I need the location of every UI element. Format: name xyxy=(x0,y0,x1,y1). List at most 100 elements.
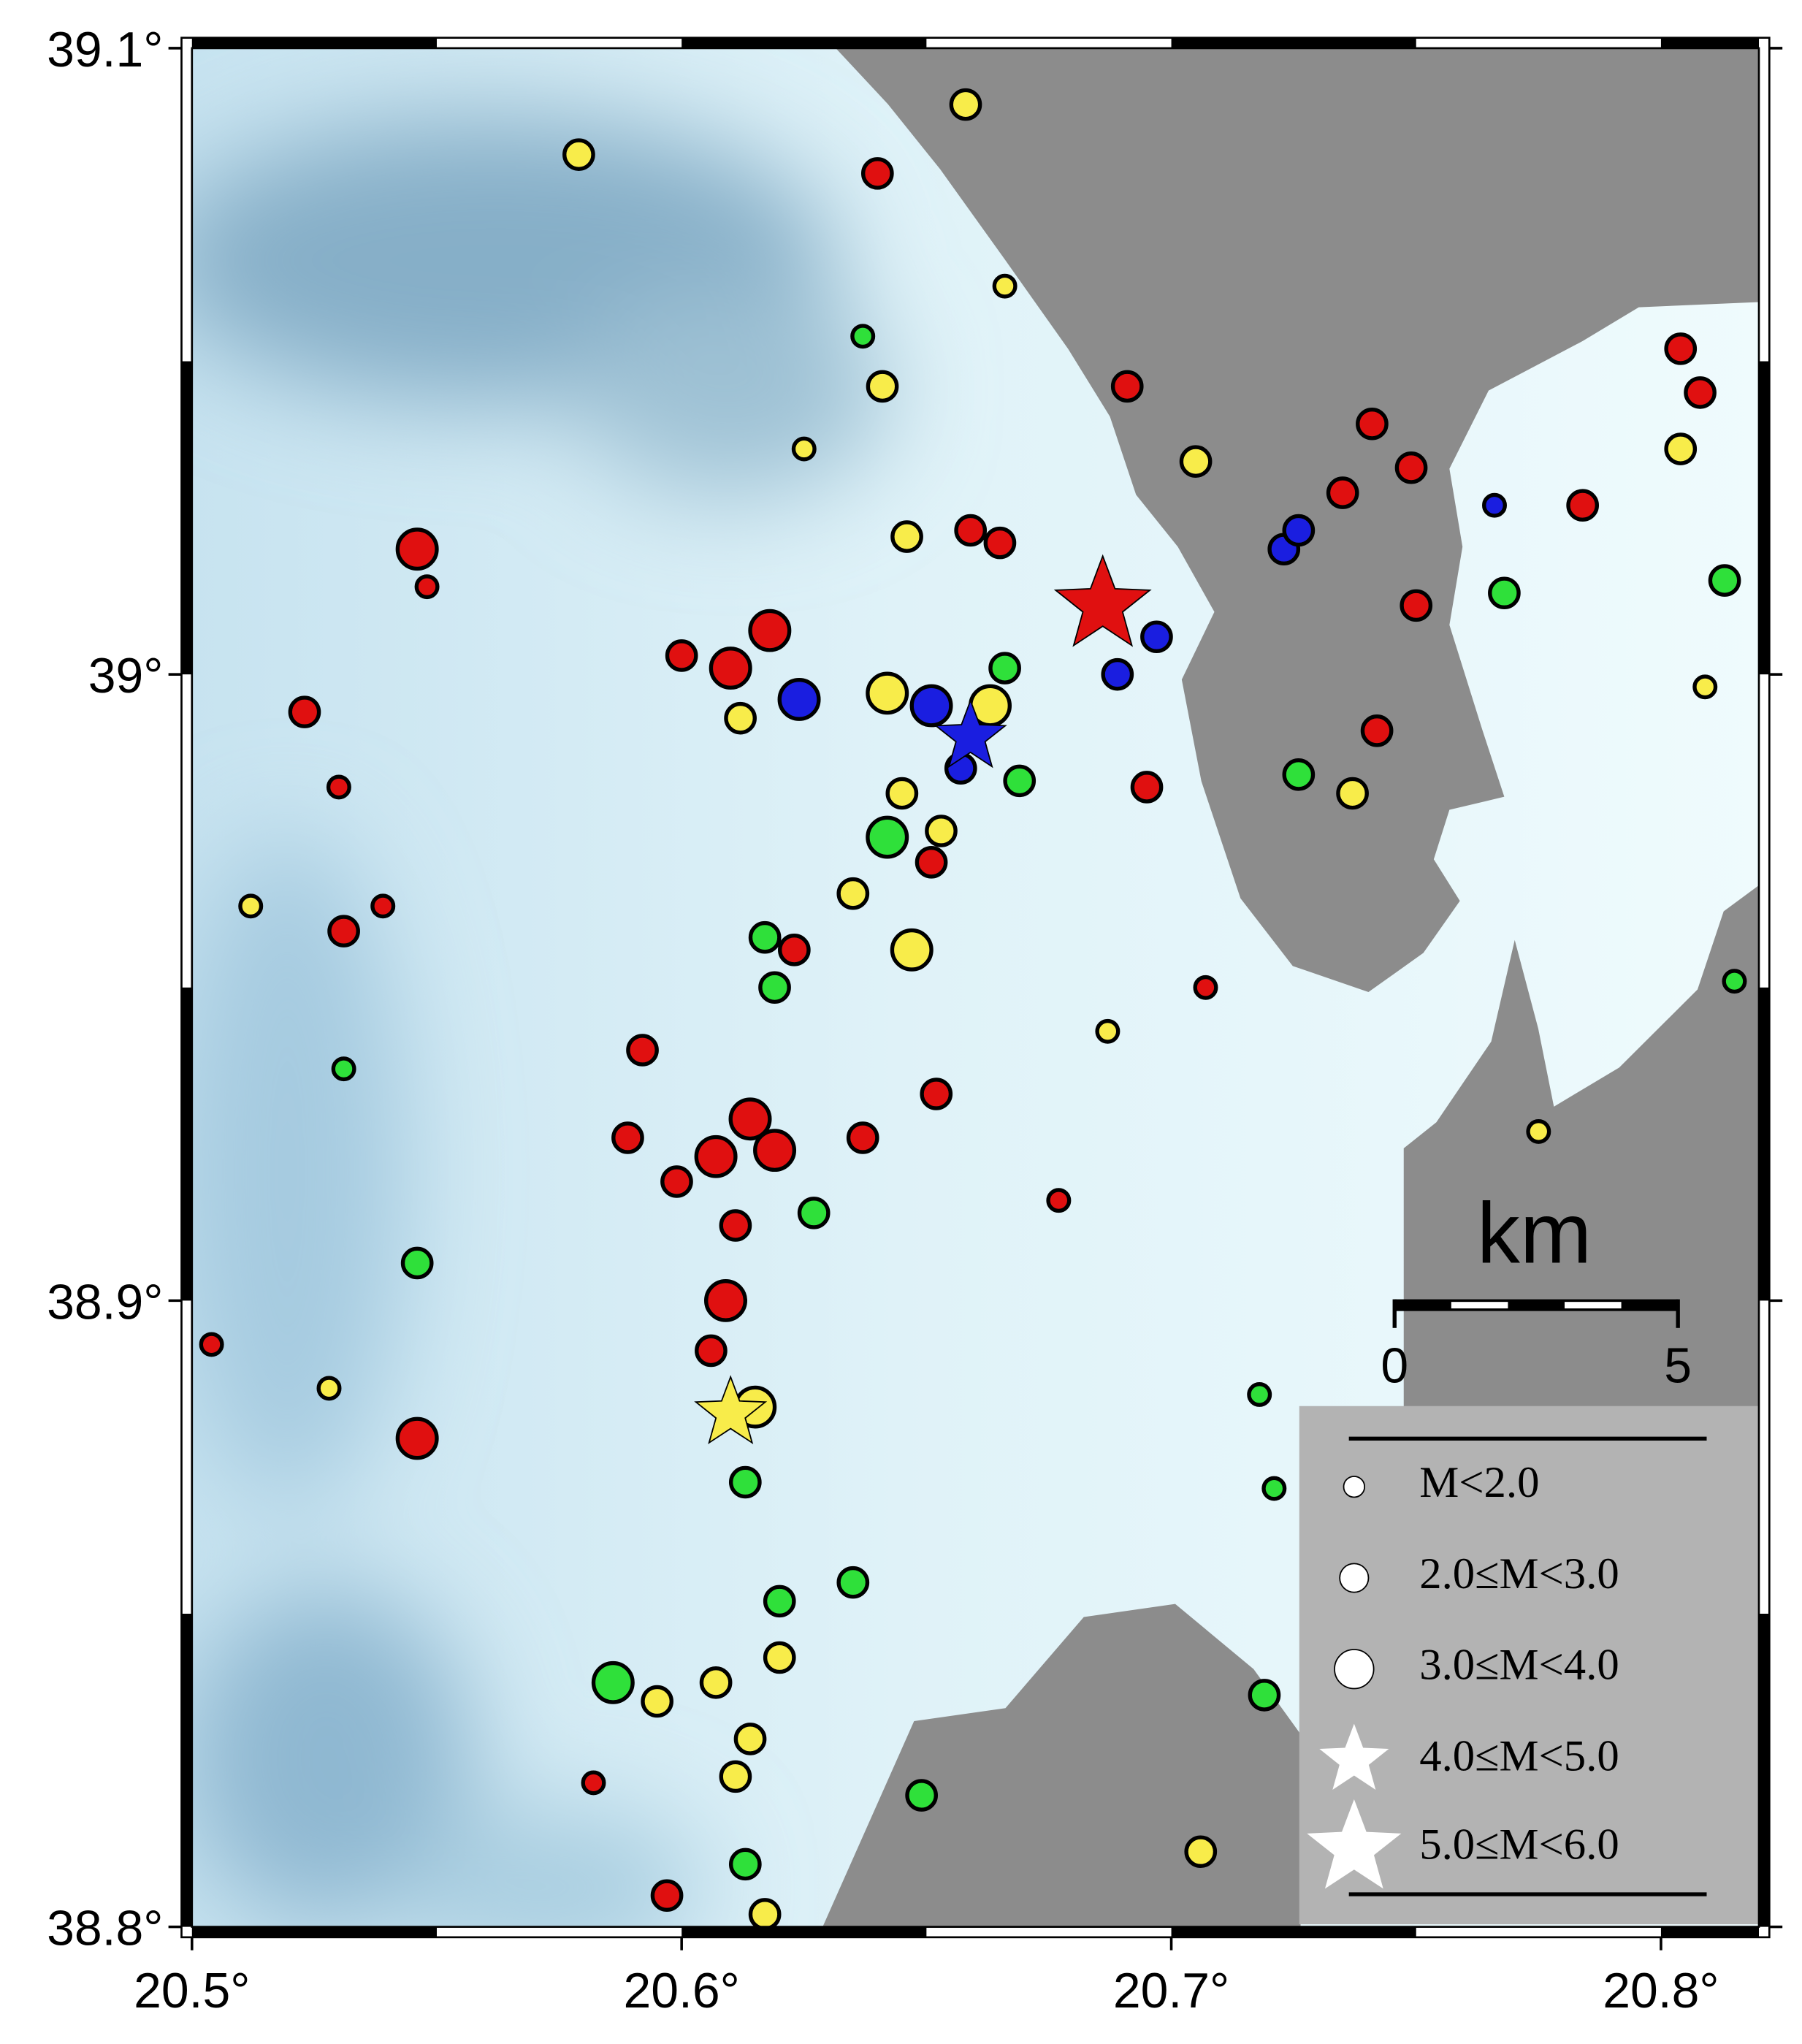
event xyxy=(1664,332,1698,365)
x-tick-label: 20.6° xyxy=(623,1964,739,2018)
x-tick-label: 20.8° xyxy=(1603,1964,1719,2018)
event xyxy=(949,88,982,121)
event xyxy=(1282,514,1316,547)
bathymetry xyxy=(191,117,888,1927)
event xyxy=(641,1685,673,1718)
event xyxy=(836,1566,870,1599)
event xyxy=(288,695,321,728)
land xyxy=(1403,885,1760,1409)
event xyxy=(1336,777,1369,810)
legend-symbol xyxy=(1343,1476,1366,1498)
event xyxy=(836,877,870,910)
event xyxy=(1140,620,1173,654)
legend-label: M<2.0 xyxy=(1419,1458,1539,1507)
frame-band xyxy=(1171,37,1416,48)
frame-band xyxy=(181,987,192,1301)
frame-band xyxy=(181,1613,192,1927)
event xyxy=(238,893,264,919)
scale-tick-label: 5 xyxy=(1664,1339,1692,1394)
event xyxy=(748,609,792,652)
legend-symbol xyxy=(1339,1563,1370,1593)
event xyxy=(699,1666,733,1699)
event xyxy=(1003,764,1036,798)
frame-band xyxy=(191,37,437,48)
frame-band xyxy=(181,361,192,675)
event xyxy=(626,1034,659,1067)
event xyxy=(1095,1018,1120,1044)
event xyxy=(694,1135,738,1178)
event xyxy=(748,1898,782,1931)
event xyxy=(1400,589,1433,622)
event xyxy=(704,1278,748,1322)
event xyxy=(866,815,909,859)
event xyxy=(1482,492,1507,518)
event xyxy=(1664,432,1698,465)
event xyxy=(695,1334,728,1368)
event-star xyxy=(1053,554,1152,647)
legend-symbol xyxy=(1307,1799,1402,1889)
event xyxy=(724,701,757,735)
event xyxy=(1282,758,1316,791)
event xyxy=(1356,407,1389,441)
legend-symbol xyxy=(1319,1723,1389,1790)
event xyxy=(890,520,923,553)
frame-band xyxy=(682,1926,927,1937)
event xyxy=(719,1209,752,1242)
event xyxy=(581,1770,606,1796)
frame-band xyxy=(1660,1926,1760,1937)
event xyxy=(1046,1188,1072,1213)
scale-tick-label: 0 xyxy=(1381,1339,1408,1394)
frame-band xyxy=(1759,987,1770,1301)
event xyxy=(400,1246,434,1280)
event xyxy=(777,678,821,721)
event xyxy=(650,1879,684,1913)
event xyxy=(660,1165,693,1198)
event xyxy=(326,774,351,800)
legend-label: 2.0≤M<3.0 xyxy=(1419,1549,1619,1598)
event xyxy=(1247,1382,1272,1407)
event xyxy=(797,1197,831,1229)
event xyxy=(1692,674,1718,700)
event xyxy=(763,1585,796,1618)
y-tick-label: 39° xyxy=(88,649,164,703)
frame-band xyxy=(1660,37,1760,48)
frame-band xyxy=(682,37,927,48)
event xyxy=(791,436,817,462)
event xyxy=(1326,476,1359,509)
y-tick-label: 38.9° xyxy=(47,1275,163,1330)
event xyxy=(763,1641,796,1674)
event xyxy=(988,652,1021,684)
event xyxy=(850,324,876,349)
event xyxy=(1110,370,1144,403)
event xyxy=(1101,657,1134,691)
event xyxy=(1394,451,1428,484)
event xyxy=(1248,1679,1281,1712)
event xyxy=(1360,714,1394,747)
event xyxy=(1526,1119,1551,1144)
event xyxy=(1684,376,1717,409)
event xyxy=(758,971,791,1004)
y-tick-label: 39.1° xyxy=(47,23,163,77)
x-tick-label: 20.7° xyxy=(1113,1964,1229,2018)
event xyxy=(846,1121,879,1154)
event xyxy=(954,514,988,547)
legend-label: 3.0≤M<4.0 xyxy=(1419,1641,1619,1690)
legend-label: 5.0≤M<6.0 xyxy=(1419,1820,1619,1869)
event xyxy=(733,1723,767,1755)
event-star xyxy=(694,1375,768,1445)
scale-bar-band xyxy=(1451,1302,1508,1309)
event xyxy=(909,684,953,728)
scale-label: km xyxy=(1477,1185,1592,1281)
event xyxy=(665,639,698,672)
basemap xyxy=(191,47,1760,1927)
event xyxy=(331,1056,356,1082)
frame-band xyxy=(1171,1926,1416,1937)
event xyxy=(719,1760,752,1793)
event xyxy=(199,1332,224,1357)
event xyxy=(860,157,894,190)
scale-bar xyxy=(1394,1299,1679,1311)
event xyxy=(728,1097,772,1141)
frame-band xyxy=(1759,361,1770,675)
event xyxy=(992,273,1018,299)
